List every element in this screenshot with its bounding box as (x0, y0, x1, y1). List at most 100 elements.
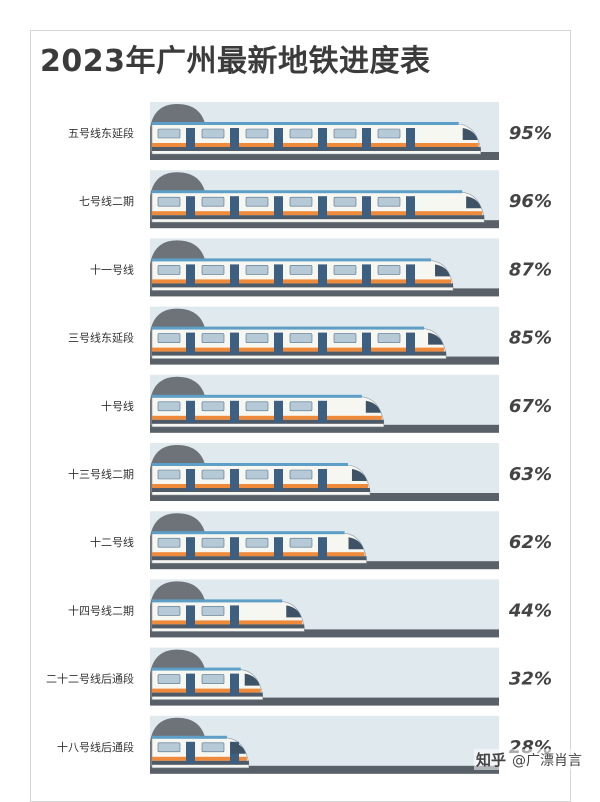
train-bar (151, 258, 454, 291)
train-window (289, 265, 313, 275)
train-door (318, 537, 327, 560)
train-window (245, 196, 269, 207)
train-window (377, 128, 401, 139)
category-label: 十二号线 (90, 535, 134, 549)
train-stripe (152, 211, 483, 216)
train-window (201, 674, 225, 684)
rail (150, 288, 499, 297)
train-door (318, 264, 327, 287)
train-door (186, 332, 195, 355)
watermark-handle: @广漂肖言 (512, 753, 582, 769)
train-window (201, 128, 225, 139)
train-door (186, 741, 195, 764)
train-window (201, 606, 225, 616)
rail (150, 356, 499, 365)
train-door (186, 196, 195, 219)
train-door (318, 469, 327, 491)
train-window (157, 606, 181, 616)
train-skirt (152, 624, 305, 629)
progress-row: 十八号线后通段 28% (57, 715, 552, 774)
value-label: 67% (509, 396, 552, 417)
rail (150, 697, 499, 706)
category-label: 七号线二期 (79, 194, 134, 208)
train-window (333, 265, 357, 275)
value-label: 32% (509, 669, 552, 690)
train-bar (151, 122, 481, 155)
train-window (157, 742, 181, 753)
train-window (157, 265, 181, 275)
category-label: 十号线 (101, 399, 134, 413)
train-windshield (230, 741, 246, 754)
chart-title: 2023年广州最新地铁进度表 (40, 44, 431, 79)
category-label: 十八号线后通段 (57, 740, 134, 754)
train-stripe (152, 347, 445, 352)
train-stripe (152, 620, 303, 625)
progress-row: 五号线东延段 95% (68, 102, 552, 160)
value-label: 87% (509, 259, 552, 280)
train-window (245, 537, 269, 548)
progress-row: 十二号线 62% (90, 511, 552, 570)
value-label: 62% (509, 532, 552, 553)
train-window (289, 196, 313, 207)
train-window (289, 333, 313, 343)
train-window (201, 333, 225, 343)
train-bar (151, 463, 371, 496)
train-door (230, 400, 239, 423)
category-label: 五号线东延段 (68, 126, 134, 140)
train-window (377, 265, 401, 275)
train-door (362, 196, 371, 219)
rail (150, 493, 499, 501)
train-window (157, 401, 181, 412)
train-skirt (152, 351, 447, 356)
train-skirt (152, 419, 384, 424)
train-roof (152, 258, 432, 262)
category-label: 十一号线 (90, 262, 134, 276)
category-label: 三号线东延段 (68, 331, 134, 345)
train-door (230, 469, 239, 491)
train-door (362, 264, 371, 287)
train-bar (151, 394, 385, 428)
value-label: 96% (509, 191, 552, 212)
train-window (333, 333, 357, 343)
progress-row: 七号线二期 96% (79, 170, 552, 229)
value-label: 95% (509, 123, 552, 144)
train-window (201, 469, 225, 480)
train-window (157, 128, 181, 139)
train-window (245, 265, 269, 275)
train-windshield (428, 332, 444, 345)
train-stripe (152, 552, 365, 557)
train-roof (152, 463, 348, 466)
train-window (245, 333, 269, 343)
train-bar (151, 531, 367, 564)
train-door (406, 264, 415, 287)
train-door (274, 400, 283, 423)
train-door (318, 400, 327, 423)
progress-row: 十四号线二期 44% (68, 579, 552, 638)
train-door (362, 332, 371, 355)
train-bar (151, 190, 485, 223)
train-skirt (152, 283, 454, 288)
train-door (274, 469, 283, 491)
train-door (230, 537, 239, 560)
train-skirt (152, 760, 249, 765)
train-door (318, 332, 327, 355)
rail (150, 765, 499, 774)
train-window (201, 265, 225, 275)
rail (150, 152, 499, 160)
train-window (377, 196, 401, 207)
train-door (274, 128, 283, 150)
train-stripe (152, 756, 247, 761)
train-bar (151, 599, 305, 632)
train-door (186, 605, 195, 628)
train-windshield (286, 605, 302, 618)
train-skirt (152, 692, 263, 697)
train-skirt (152, 556, 367, 561)
train-windshield (365, 400, 381, 413)
train-door (406, 128, 415, 150)
category-label: 二十二号线后通段 (46, 672, 134, 686)
train-roof (152, 326, 425, 330)
train-skirt (152, 488, 370, 492)
train-window (245, 401, 269, 412)
train-roof (152, 122, 459, 125)
progress-chart: 五号线东延段 95%七号线二期 96%十一号线 87%三号线东延段 85%十号线 67%十… (46, 102, 552, 774)
